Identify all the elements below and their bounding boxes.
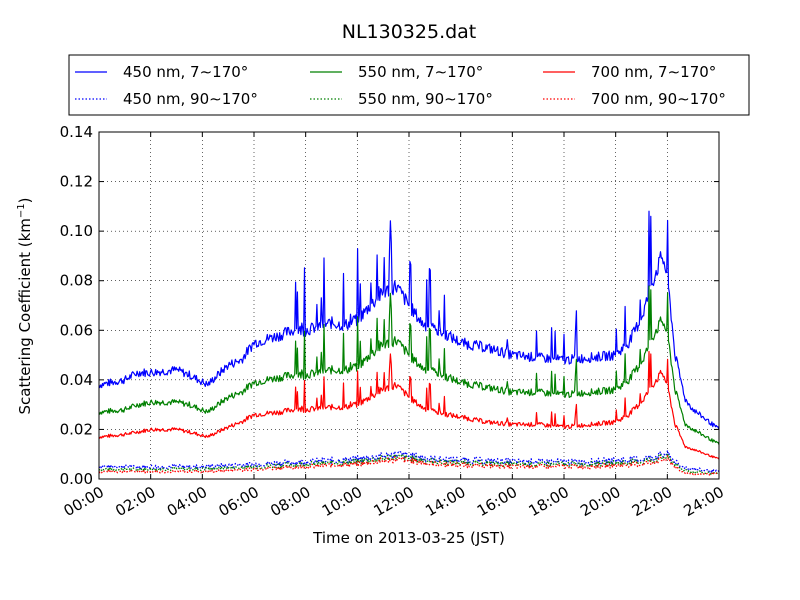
legend-label: 450 nm, 90∼170° (123, 90, 258, 108)
x-tick-label: 20:00 (577, 483, 623, 520)
y-axis-label-end: ) (16, 197, 34, 203)
x-tick-label: 16:00 (474, 483, 520, 520)
y-axis-label: Scattering Coefficient (km−1) (16, 197, 34, 414)
y-tick-label: 0.00 (60, 470, 93, 488)
legend-label: 550 nm, 90∼170° (358, 90, 493, 108)
y-tick-label: 0.04 (60, 371, 93, 389)
x-tick-label: 22:00 (629, 483, 675, 520)
x-tick-label: 00:00 (61, 483, 107, 520)
series-line (98, 449, 720, 473)
series-line (98, 452, 720, 475)
x-tick-label: 10:00 (319, 483, 365, 520)
legend-label: 450 nm, 7∼170° (123, 63, 248, 81)
y-tick-label: 0.14 (60, 123, 93, 141)
legend-label: 700 nm, 7∼170° (591, 63, 716, 81)
x-tick-label: 18:00 (526, 483, 572, 520)
x-tick-label: 02:00 (112, 483, 158, 520)
x-tick-label: 24:00 (681, 483, 727, 520)
series-line (98, 210, 720, 430)
legend-label: 550 nm, 7∼170° (358, 63, 483, 81)
y-tick-label: 0.10 (60, 222, 93, 240)
chart-title: NL130325.dat (342, 21, 477, 43)
x-tick-label: 08:00 (267, 483, 313, 520)
series-line (98, 285, 720, 445)
y-tick-label: 0.06 (60, 321, 93, 339)
legend-label: 700 nm, 90∼170° (591, 90, 726, 108)
y-axis-label-main: Scattering Coefficient (km (16, 218, 34, 414)
x-tick-label: 06:00 (216, 483, 262, 520)
series-line (98, 350, 720, 460)
x-tick-label: 12:00 (371, 483, 417, 520)
x-tick-label: 14:00 (422, 483, 468, 520)
legend-frame (68, 54, 750, 116)
y-tick-label: 0.02 (60, 420, 93, 438)
legend: 450 nm, 7∼170° 550 nm, 7∼170° 700 nm, 7∼17… (68, 54, 750, 116)
y-tick-label: 0.12 (60, 173, 93, 191)
series-group (98, 210, 720, 476)
y-tick-label: 0.08 (60, 272, 93, 290)
y-axis-label-superscript: −1 (16, 203, 27, 218)
x-axis-label: Time on 2013-03-25 (JST) (312, 529, 505, 547)
x-tick-label: 04:00 (164, 483, 210, 520)
